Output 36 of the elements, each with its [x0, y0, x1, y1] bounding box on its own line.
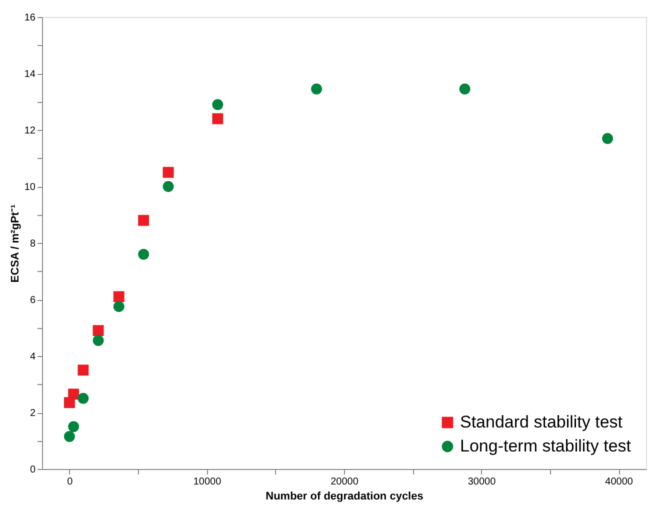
point: [212, 99, 224, 110]
point: [162, 166, 174, 178]
point: [212, 113, 224, 124]
point: [68, 388, 80, 400]
x-tick-label: 30000: [468, 476, 496, 488]
x-axis-title: Number of degradation cycles: [266, 490, 424, 502]
point: [78, 392, 89, 404]
point: [92, 325, 104, 336]
point: [459, 84, 470, 95]
x-tick-label: 10000: [193, 476, 222, 488]
x-tick-label: 40000: [605, 476, 634, 488]
point: [92, 334, 104, 346]
x-tick-label: 20000: [330, 476, 359, 488]
point: [311, 84, 322, 95]
point: [78, 364, 89, 376]
point: [162, 181, 174, 192]
point: [602, 133, 614, 144]
y-tick-label: 14: [24, 69, 36, 80]
y-tick-label: 0: [30, 464, 36, 476]
legend-label: Long-term stability test: [460, 436, 632, 456]
point: [138, 214, 150, 226]
y-tick-label: 4: [30, 352, 36, 362]
y-tick-label: 10: [24, 182, 36, 193]
point: [138, 248, 150, 260]
point: [113, 301, 124, 312]
point: [68, 421, 80, 432]
y-tick-label: 8: [30, 238, 36, 250]
y-tick-label: 2: [30, 408, 36, 419]
point: [64, 431, 75, 442]
y-tick-label: 6: [30, 295, 36, 306]
y-axis-title: ECSA / m²gPt⁻¹: [9, 204, 22, 283]
y-tick-label: 12: [24, 126, 36, 136]
x-tick-label: 0: [67, 476, 74, 488]
legend-label: Standard stability test: [460, 412, 623, 432]
point: [113, 291, 124, 302]
y-tick-label: 16: [24, 12, 36, 24]
